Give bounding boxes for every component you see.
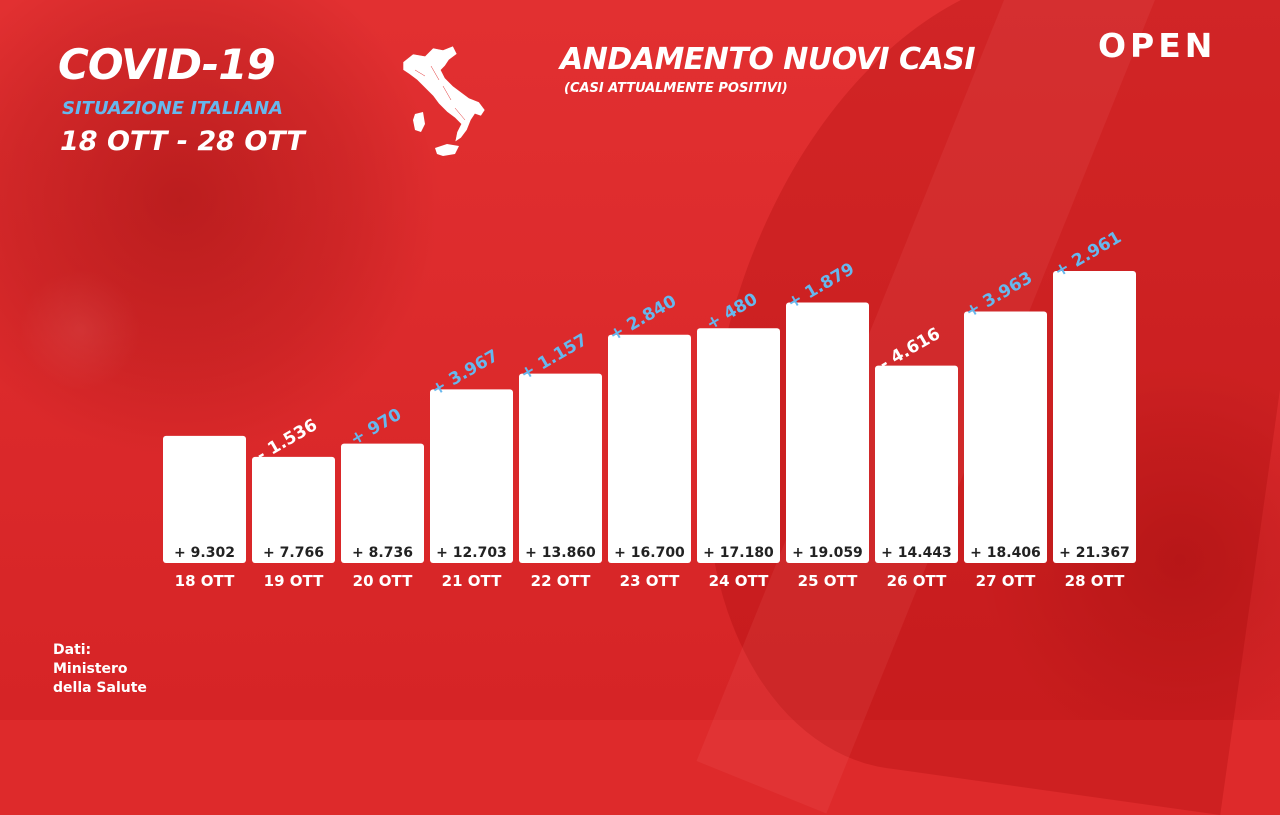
x-tick-label: 25 OTT <box>798 572 858 590</box>
bar-value-label: + 7.766 <box>263 545 324 561</box>
bar-value-label: + 14.443 <box>881 545 952 561</box>
x-tick-label: 18 OTT <box>175 572 235 590</box>
date-range: 18 OTT - 28 OTT <box>60 126 305 157</box>
bar-value-label: + 19.059 <box>792 545 863 561</box>
x-tick-label: 22 OTT <box>531 572 591 590</box>
delta-label: + 970 <box>347 405 405 450</box>
source-name-2: della Salute <box>53 680 147 696</box>
x-tick-label: 26 OTT <box>887 572 947 590</box>
chart-subtitle: (CASI ATTUALMENTE POSITIVI) <box>564 81 788 96</box>
x-tick-label: 21 OTT <box>442 572 502 590</box>
x-tick-label: 19 OTT <box>264 572 324 590</box>
bar <box>163 435 246 563</box>
bar <box>341 443 424 563</box>
bar-value-label: + 13.860 <box>525 545 596 561</box>
bar-value-label: + 18.406 <box>970 545 1041 561</box>
delta-label: + 480 <box>703 289 761 334</box>
bar-value-label: + 12.703 <box>436 545 507 561</box>
source-label: Dati: <box>53 642 92 658</box>
bar <box>519 373 602 563</box>
bar-value-label: + 16.700 <box>614 545 685 561</box>
bar <box>697 328 780 563</box>
bar <box>875 365 958 563</box>
x-tick-label: 24 OTT <box>709 572 769 590</box>
chart-title: ANDAMENTO NUOVI CASI <box>560 42 976 77</box>
bar <box>786 302 869 563</box>
source-name-1: Ministero <box>53 661 128 677</box>
bar <box>430 389 513 563</box>
x-tick-label: 27 OTT <box>976 572 1036 590</box>
page-subtitle: SITUAZIONE ITALIANA <box>62 98 283 119</box>
bar-value-label: + 8.736 <box>352 545 413 561</box>
bar <box>1053 271 1136 563</box>
bar <box>964 311 1047 563</box>
x-tick-label: 28 OTT <box>1065 572 1125 590</box>
bar-value-label: + 17.180 <box>703 545 774 561</box>
bar <box>252 456 335 563</box>
italy-map-icon <box>402 45 486 156</box>
data-source: Dati: Ministero della Salute <box>53 641 147 698</box>
page-title: COVID-19 <box>58 40 276 89</box>
x-tick-label: 20 OTT <box>353 572 413 590</box>
bar-value-label: + 9.302 <box>174 545 235 561</box>
open-logo: OPEN <box>1098 26 1217 65</box>
x-tick-label: 23 OTT <box>620 572 680 590</box>
bar-value-label: + 21.367 <box>1059 545 1130 561</box>
bar <box>608 334 691 563</box>
